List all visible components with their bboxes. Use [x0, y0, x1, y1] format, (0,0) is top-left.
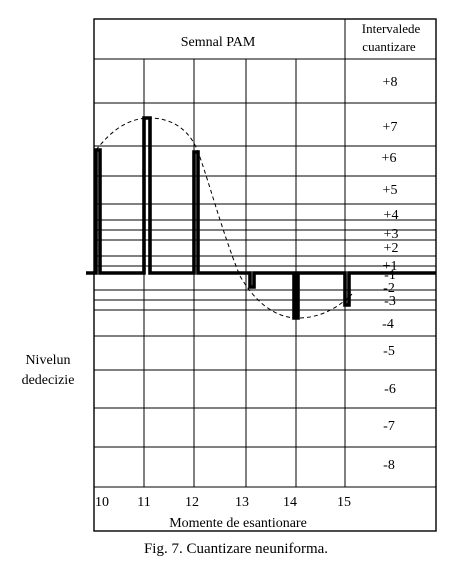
sampling-moment-label: 10	[95, 495, 109, 510]
quantization-level-label: -1	[384, 268, 396, 283]
decision-levels-label-line1: Nivelun	[25, 353, 70, 368]
analog-signal-curve	[95, 117, 353, 319]
quantization-level-label: -5	[383, 344, 395, 359]
figure-caption: Fig. 7. Cuantizare neuniforma.	[144, 541, 328, 557]
sampling-moment-label: 14	[283, 495, 297, 510]
x-axis-label: Momente de esantionare	[169, 516, 307, 531]
quantization-level-labels: +8 +7 +6 +5 +4 +3+2 +1-1-2-3 -4 -5 -6 -7 -8	[382, 75, 399, 473]
quantization-level-label: -3	[384, 294, 396, 309]
quantization-level-label: +2	[384, 241, 399, 256]
quantization-level-label: -6	[384, 382, 396, 397]
quantization-level-label: +5	[383, 183, 398, 198]
quantization-level-label: +7	[383, 120, 398, 135]
quantization-level-label: +4	[384, 208, 399, 223]
quantization-level-label: +6	[382, 151, 397, 166]
quantization-level-label: -8	[383, 458, 395, 473]
quantization-level-label: -4	[382, 317, 394, 332]
intervals-title-line1: Intervalede	[362, 21, 421, 36]
signal-title: Semnal PAM	[181, 35, 256, 50]
sampling-moment-label: 13	[235, 495, 249, 510]
quantization-level-label: +1	[383, 259, 398, 274]
decision-levels-label-line2: dedecizie	[22, 373, 75, 388]
pam-signal-pulses	[86, 116, 436, 320]
sampling-moment-label: 12	[185, 495, 199, 510]
quantization-level-label: -2	[383, 281, 395, 296]
intervals-title-line2: cuantizare	[362, 39, 416, 54]
quantization-level-label: +3	[384, 227, 399, 242]
quantization-level-label: +8	[383, 75, 398, 90]
quantization-level-label: -7	[383, 419, 395, 434]
sampling-moment-ticks: 10 11 12 13 14 15	[95, 495, 351, 510]
sampling-moment-label: 15	[337, 495, 351, 510]
diagram-frame	[93, 18, 437, 532]
sampling-moment-label: 11	[137, 495, 150, 510]
